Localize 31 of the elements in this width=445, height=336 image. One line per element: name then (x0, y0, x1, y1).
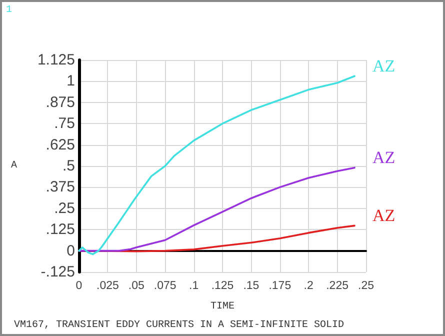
x-tick-label: .175 (268, 280, 292, 292)
y-tick-label: .5 (62, 158, 75, 174)
x-tick-label: 0 (76, 280, 82, 292)
x-tick-label: .225 (326, 280, 348, 292)
y-axis-title: A (10, 160, 17, 172)
x-tick-label: .05 (128, 280, 144, 292)
x-tick-label: .15 (243, 280, 260, 292)
x-tick-label: .025 (96, 280, 119, 292)
x-axis-title: TIME (210, 302, 235, 312)
y-tick-label: -.125 (40, 264, 75, 280)
series-label: AZ (372, 56, 396, 76)
series-label: AZ (372, 148, 396, 168)
y-tick-label: .875 (46, 94, 75, 111)
y-tick-label: .375 (46, 178, 75, 196)
y-tick-label: .25 (54, 200, 75, 217)
x-tick-label: .2 (304, 280, 314, 292)
y-tick-label: .75 (54, 115, 75, 132)
y-tick-label: 1.125 (37, 52, 75, 68)
y-tick-label: 0 (66, 242, 75, 260)
y-tick-label: .125 (46, 221, 75, 238)
y-tick-label: 1 (66, 72, 75, 90)
line-series (78, 75, 356, 256)
text: VM167, TRANSIENT EDDY CURRENTS IN A SEMI-INFINITE SOLID (14, 320, 344, 331)
series-label: AZ (372, 206, 396, 226)
line-series (78, 166, 356, 252)
x-tick-label: .125 (211, 280, 234, 292)
x-tick-label: .1 (189, 280, 199, 292)
x-tick-label: .25 (358, 280, 374, 292)
text: 1 (6, 5, 12, 16)
y-tick-label: .625 (46, 136, 75, 154)
x-tick-label: .075 (154, 280, 176, 292)
